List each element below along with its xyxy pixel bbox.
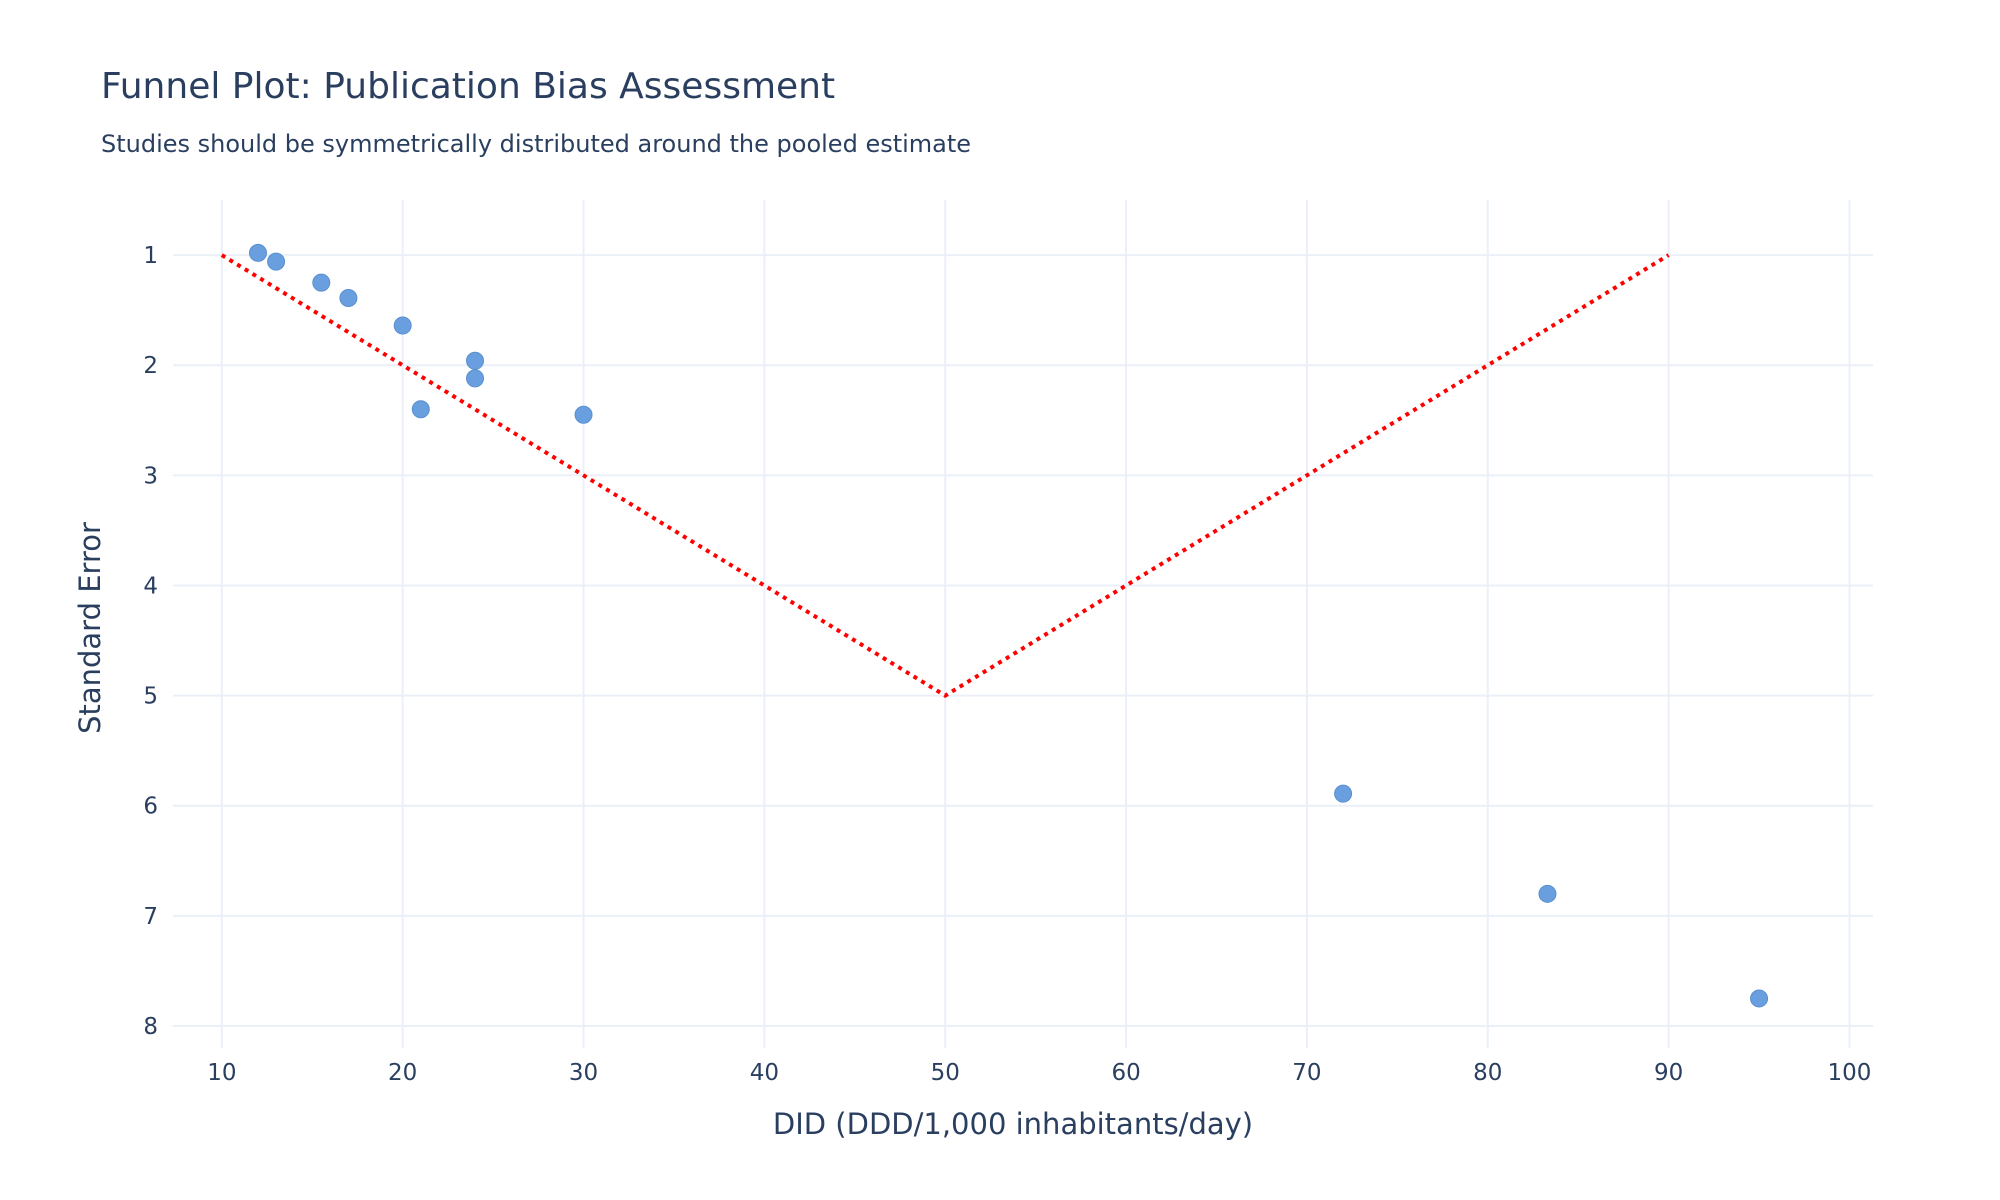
study-point[interactable]	[574, 405, 593, 424]
funnel-lines	[220, 253, 1670, 698]
y-tick-label: 3	[143, 463, 158, 489]
y-tick-label: 4	[143, 573, 158, 599]
y-tick-label: 6	[143, 794, 158, 820]
x-tick-labels: 10 20 30 40 50 60 70 80 90 100	[207, 1060, 1871, 1086]
study-point[interactable]	[1334, 784, 1353, 803]
x-tick-label: 100	[1828, 1060, 1872, 1086]
x-tick-label: 30	[569, 1060, 598, 1086]
y-tick-label: 8	[143, 1014, 158, 1040]
grid-lines	[173, 200, 1873, 1048]
chart-title: Funnel Plot: Publication Bias Assessment	[101, 66, 836, 107]
x-tick-label: 10	[207, 1060, 236, 1086]
study-point[interactable]	[393, 316, 412, 335]
study-point[interactable]	[312, 273, 331, 292]
y-tick-labels: 1 2 3 4 5 6 7 8	[143, 243, 158, 1040]
study-point[interactable]	[249, 243, 267, 262]
study-point[interactable]	[1538, 884, 1557, 903]
x-axis-title: DID (DDD/1,000 inhabitants/day)	[773, 1107, 1253, 1141]
y-axis-title: Standard Error	[73, 522, 107, 734]
x-tick-label: 70	[1292, 1060, 1321, 1086]
y-tick-label: 1	[143, 243, 158, 269]
y-tick-label: 7	[143, 904, 158, 930]
x-tick-label: 90	[1654, 1060, 1683, 1086]
study-point[interactable]	[1750, 989, 1769, 1008]
study-point[interactable]	[466, 369, 485, 388]
y-tick-label: 5	[143, 684, 158, 710]
y-tick-label: 2	[143, 353, 158, 379]
x-tick-label: 80	[1473, 1060, 1502, 1086]
study-point[interactable]	[339, 289, 358, 308]
funnel-boundary-line	[220, 253, 1670, 698]
study-points	[249, 243, 1769, 1008]
x-tick-label: 60	[1111, 1060, 1140, 1086]
study-point[interactable]	[466, 351, 485, 370]
x-tick-label: 20	[388, 1060, 417, 1086]
x-tick-label: 50	[931, 1060, 960, 1086]
study-point[interactable]	[411, 400, 430, 419]
study-point[interactable]	[267, 252, 286, 271]
chart-subtitle: Studies should be symmetrically distribu…	[101, 130, 972, 158]
x-tick-label: 40	[750, 1060, 779, 1086]
